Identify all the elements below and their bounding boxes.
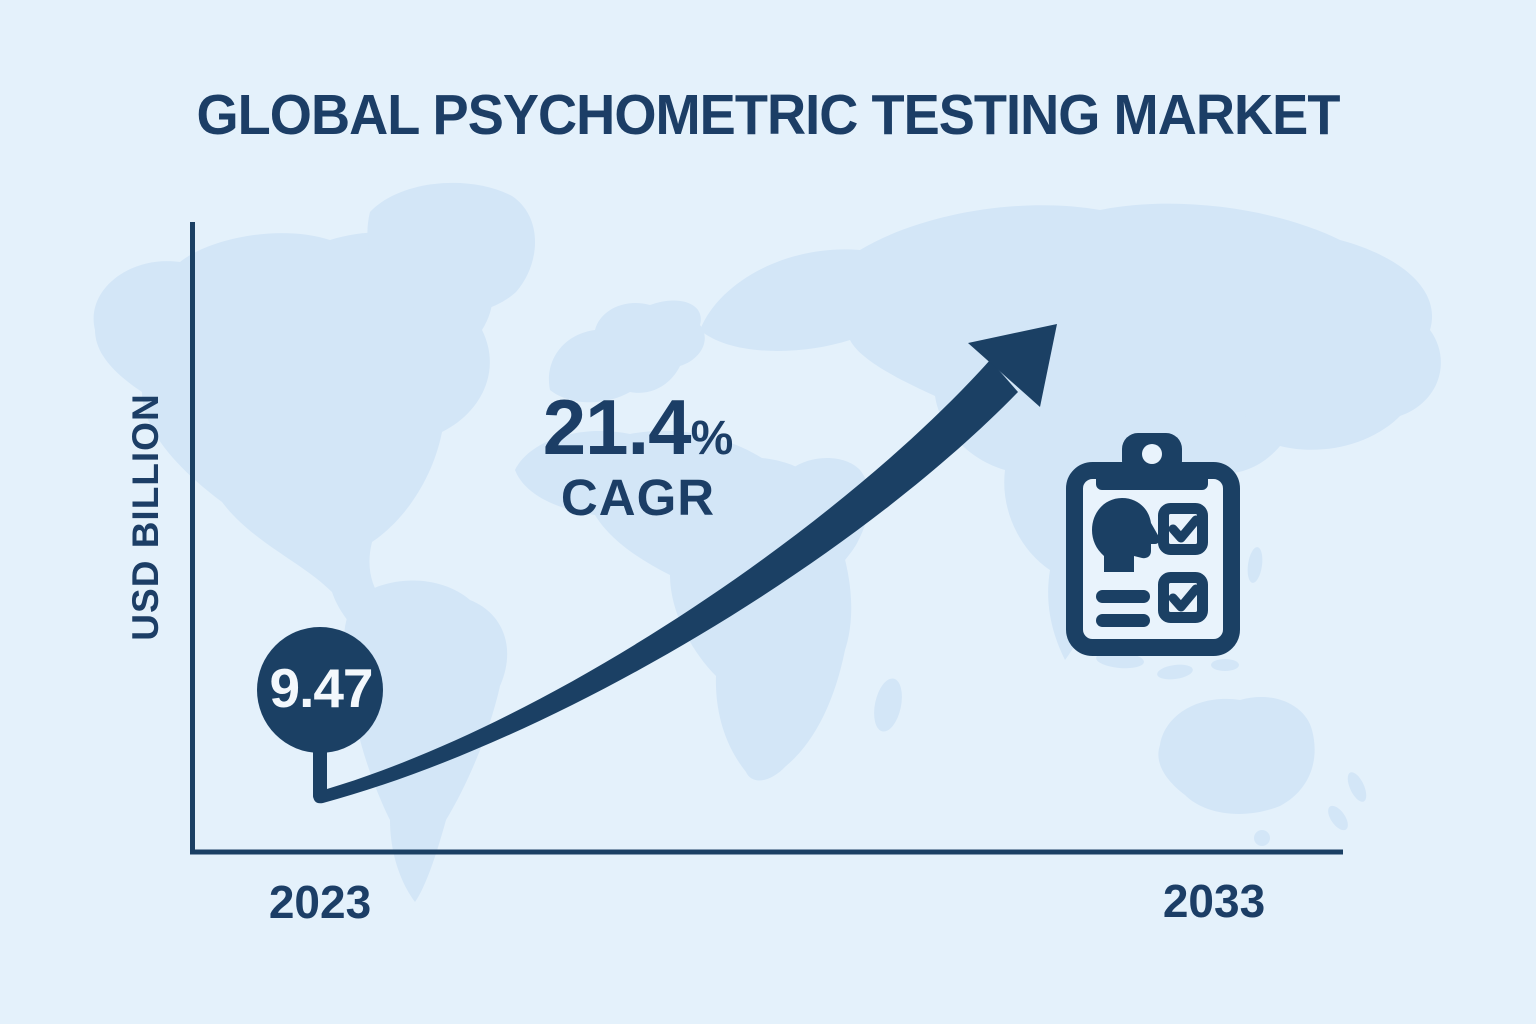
map-japan <box>1243 362 1281 438</box>
map-indonesia-2 <box>1157 664 1193 680</box>
y-axis-label: USD BILLION <box>125 393 166 641</box>
clipboard-clip-bar <box>1096 468 1208 490</box>
map-tasmania <box>1254 830 1270 846</box>
map-africa <box>515 430 852 781</box>
axes <box>190 222 1343 855</box>
cagr-label: CAGR <box>560 469 716 526</box>
growth-arrow-icon <box>257 324 1057 804</box>
head-profile-icon <box>1092 498 1160 572</box>
assessment-clipboard-icon <box>1066 433 1240 656</box>
start-value-badge-text: 9.47 <box>269 657 373 719</box>
checked-checkbox-icon-2 <box>1158 572 1208 623</box>
map-asia <box>700 203 1441 660</box>
checked-checkbox-icon-1 <box>1158 503 1208 555</box>
map-australia <box>1158 696 1315 814</box>
x-axis-start-year: 2023 <box>268 876 372 928</box>
list-lines-icon <box>1096 590 1150 627</box>
map-south-america <box>343 580 508 902</box>
map-madagascar <box>874 678 902 732</box>
cagr-annotation: 21.4% CAGR <box>543 388 734 523</box>
map-greenland <box>367 182 536 315</box>
map-philippines <box>1247 547 1263 583</box>
x-axis-end-year: 2033 <box>1162 875 1266 927</box>
map-indonesia-3 <box>1211 659 1239 671</box>
cagr-value-line: 21.4% <box>543 388 734 466</box>
page-title: GLOBAL PSYCHOMETRIC TESTING MARKET <box>196 83 1341 147</box>
arrowhead <box>968 324 1057 407</box>
map-europe <box>548 300 705 403</box>
clipboard-clip-hole <box>1142 444 1162 464</box>
value-badge-circle <box>257 627 383 753</box>
cagr-percent-sign: % <box>690 412 734 465</box>
map-new-zealand-south <box>1328 805 1348 831</box>
map-new-zealand-north <box>1347 772 1367 802</box>
cagr-value: 21.4 <box>542 383 692 471</box>
